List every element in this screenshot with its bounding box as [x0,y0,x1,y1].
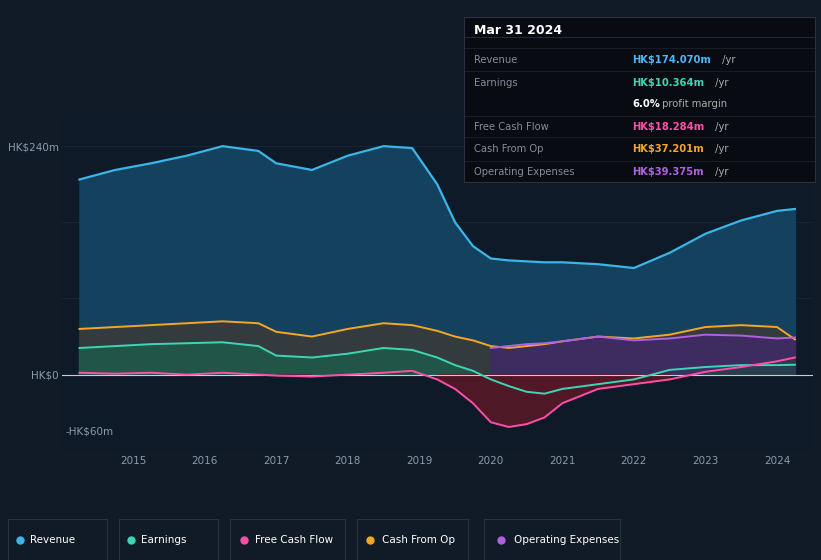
Text: /yr: /yr [712,144,728,154]
Text: Earnings: Earnings [475,78,518,88]
Text: Cash From Op: Cash From Op [382,535,455,545]
Text: /yr: /yr [712,78,728,88]
Text: HK$10.364m: HK$10.364m [632,78,704,88]
Text: Revenue: Revenue [475,55,518,65]
Text: HK$39.375m: HK$39.375m [632,167,704,177]
Text: /yr: /yr [719,55,736,65]
Text: Operating Expenses: Operating Expenses [475,167,575,177]
Text: HK$37.201m: HK$37.201m [632,144,704,154]
Text: Free Cash Flow: Free Cash Flow [255,535,333,545]
Text: Mar 31 2024: Mar 31 2024 [475,24,562,36]
Text: profit margin: profit margin [659,99,727,109]
Text: -HK$60m: -HK$60m [65,427,113,437]
Text: HK$174.070m: HK$174.070m [632,55,712,65]
Text: Revenue: Revenue [30,535,75,545]
Text: Earnings: Earnings [140,535,186,545]
Text: Free Cash Flow: Free Cash Flow [475,123,549,133]
Text: Cash From Op: Cash From Op [475,144,544,154]
Text: HK$18.284m: HK$18.284m [632,123,704,133]
Text: Operating Expenses: Operating Expenses [514,535,619,545]
Text: 6.0%: 6.0% [632,99,660,109]
Text: /yr: /yr [712,123,728,133]
Text: /yr: /yr [712,167,728,177]
